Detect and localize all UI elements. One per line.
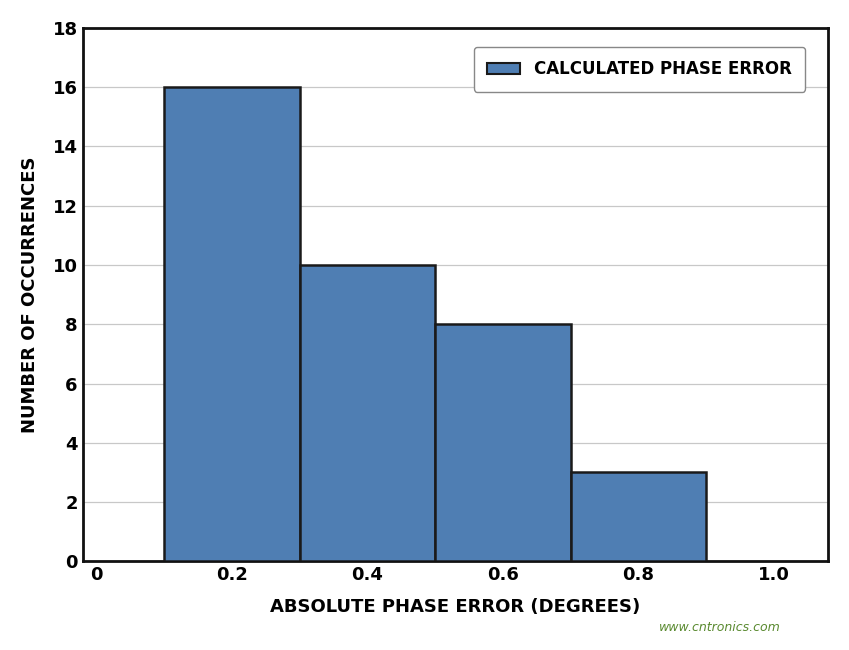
Y-axis label: NUMBER OF OCCURRENCES: NUMBER OF OCCURRENCES — [21, 157, 39, 433]
Legend: CALCULATED PHASE ERROR: CALCULATED PHASE ERROR — [474, 47, 805, 92]
X-axis label: ABSOLUTE PHASE ERROR (DEGREES): ABSOLUTE PHASE ERROR (DEGREES) — [270, 598, 640, 616]
Bar — [164, 87, 300, 562]
Text: www.cntronics.com: www.cntronics.com — [660, 621, 781, 634]
Bar — [571, 473, 706, 562]
Bar — [435, 324, 571, 562]
Bar — [300, 265, 435, 562]
